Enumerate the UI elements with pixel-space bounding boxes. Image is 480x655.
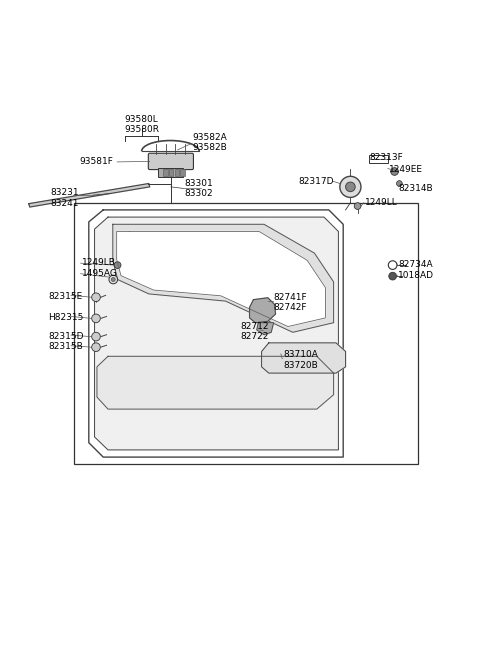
Bar (169, 169, 173, 176)
Circle shape (391, 168, 398, 176)
Text: 82315B: 82315B (48, 342, 83, 351)
Text: 82741F
82742F: 82741F 82742F (274, 293, 307, 312)
Circle shape (109, 275, 118, 284)
Circle shape (354, 202, 361, 210)
Text: 1249LB: 1249LB (82, 258, 116, 267)
Text: 82317D: 82317D (298, 177, 334, 185)
Text: 1495AG: 1495AG (82, 269, 118, 278)
Circle shape (92, 314, 100, 323)
Circle shape (340, 176, 361, 197)
Polygon shape (250, 298, 276, 323)
FancyBboxPatch shape (148, 153, 193, 170)
Text: 93580L
93580R: 93580L 93580R (124, 115, 159, 134)
Text: H82315: H82315 (48, 313, 84, 322)
Text: 1018AD: 1018AD (398, 271, 434, 280)
Text: 82315E: 82315E (48, 291, 82, 301)
Polygon shape (262, 343, 346, 373)
Bar (369, 155, 388, 163)
Circle shape (114, 262, 121, 269)
Polygon shape (95, 217, 338, 450)
Text: 82314B: 82314B (398, 184, 433, 193)
Bar (158, 168, 183, 177)
Text: 83710A
83720B: 83710A 83720B (283, 350, 318, 370)
Circle shape (388, 261, 397, 269)
Text: 82712
82722: 82712 82722 (240, 322, 268, 341)
Polygon shape (113, 224, 334, 332)
Polygon shape (29, 183, 150, 207)
Circle shape (92, 293, 100, 301)
Text: 1249LL: 1249LL (365, 198, 397, 207)
Circle shape (389, 272, 396, 280)
Bar (163, 169, 168, 176)
Bar (180, 169, 185, 176)
Bar (74, 202, 418, 464)
Text: 82734A: 82734A (398, 259, 433, 269)
Text: 82313F: 82313F (370, 153, 403, 162)
Circle shape (346, 182, 355, 192)
Text: 82315D: 82315D (48, 331, 84, 341)
Polygon shape (89, 210, 343, 457)
Polygon shape (117, 231, 325, 327)
Text: 93581F: 93581F (79, 157, 113, 166)
Bar (175, 169, 179, 176)
Circle shape (111, 278, 115, 282)
Text: 1249EE: 1249EE (389, 164, 423, 174)
Polygon shape (257, 323, 274, 335)
Text: 93582A
93582B: 93582A 93582B (192, 133, 227, 153)
Circle shape (92, 343, 100, 352)
Circle shape (396, 181, 402, 187)
Polygon shape (97, 356, 334, 409)
Text: 83231
83241: 83231 83241 (50, 188, 79, 208)
Text: 83301
83302: 83301 83302 (185, 179, 214, 198)
Circle shape (92, 332, 100, 341)
